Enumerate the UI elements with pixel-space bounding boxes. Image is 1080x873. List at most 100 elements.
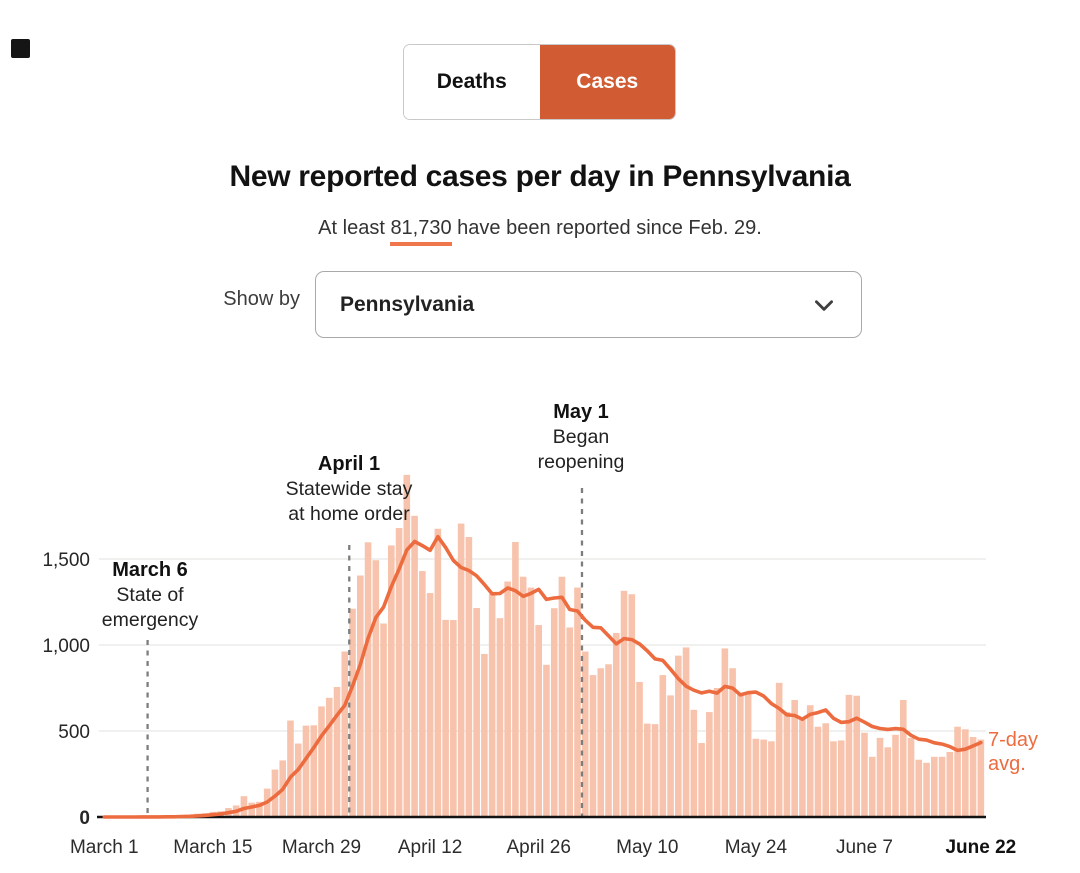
- daily-cases-bar: [822, 723, 829, 817]
- region-dropdown[interactable]: Pennsylvania: [315, 271, 862, 338]
- daily-cases-bar: [783, 712, 791, 817]
- x-axis-tick-label: March 15: [173, 837, 252, 858]
- region-dropdown-value: Pennsylvania: [340, 292, 475, 316]
- deaths-toggle-button[interactable]: Deaths: [404, 45, 540, 119]
- daily-cases-bar: [473, 608, 480, 817]
- daily-cases-bar: [488, 594, 496, 817]
- deaths-cases-toggle[interactable]: Deaths Cases: [403, 44, 676, 120]
- daily-cases-bar: [426, 593, 434, 817]
- daily-cases-bar: [682, 647, 690, 817]
- daily-cases-bar: [271, 769, 279, 817]
- daily-cases-bar: [713, 688, 721, 817]
- daily-cases-bar: [240, 796, 248, 817]
- daily-cases-bar: [333, 686, 341, 817]
- daily-cases-bar: [318, 706, 325, 817]
- daily-cases-bar: [527, 587, 535, 817]
- daily-cases-bar: [962, 729, 969, 817]
- daily-cases-bar: [589, 675, 597, 817]
- daily-cases-bar: [597, 668, 605, 817]
- daily-cases-bar: [969, 737, 977, 817]
- daily-cases-bar: [643, 723, 651, 817]
- daily-cases-bar: [411, 515, 418, 817]
- daily-cases-bar: [349, 608, 356, 817]
- x-axis-tick-label: April 26: [506, 837, 570, 858]
- x-axis-tick-label: May 24: [725, 837, 788, 858]
- x-axis-tick-label: March 29: [282, 837, 361, 858]
- daily-cases-bar: [543, 664, 550, 817]
- daily-cases-bar: [581, 651, 589, 817]
- daily-cases-bar: [248, 802, 255, 817]
- daily-cases-bar: [558, 576, 566, 817]
- chevron-down-icon[interactable]: [811, 292, 837, 318]
- daily-cases-bar: [341, 651, 349, 817]
- y-axis-tick-label: 500: [58, 722, 90, 743]
- page-title: New reported cases per day in Pennsylvan…: [229, 160, 851, 193]
- daily-cases-bar: [729, 668, 736, 817]
- daily-cases-bar: [356, 575, 364, 817]
- daily-cases-bar: [791, 700, 798, 817]
- daily-cases-bar: [938, 756, 946, 817]
- daily-cases-bar: [884, 747, 892, 817]
- x-axis-tick-label: June 7: [836, 837, 893, 858]
- daily-cases-bar: [675, 655, 682, 817]
- daily-cases-bar: [574, 587, 581, 817]
- x-axis-tick-label: May 10: [616, 837, 678, 858]
- daily-cases-bar: [465, 536, 473, 817]
- daily-cases-bar: [566, 627, 574, 817]
- y-axis-tick-label: 1,500: [42, 550, 90, 571]
- daily-cases-bar: [364, 542, 372, 817]
- daily-cases-bar: [799, 719, 806, 817]
- daily-cases-bar: [721, 648, 729, 817]
- daily-cases-bar: [659, 675, 667, 817]
- daily-cases-bar: [294, 743, 302, 817]
- daily-cases-bar: [302, 725, 310, 817]
- daily-cases-bar: [512, 541, 519, 817]
- daily-cases-bar: [628, 594, 636, 817]
- cases-chart: 0 500 1,000 1,500 March 1 March 15 March 29 Apr…: [0, 395, 1080, 873]
- daily-cases-bar: [954, 726, 961, 817]
- daily-cases-bar: [775, 682, 783, 817]
- daily-cases-bar: [760, 739, 767, 817]
- subtitle-suffix: have been reported since Feb. 29.: [451, 217, 762, 239]
- cases-toggle-button[interactable]: Cases: [539, 45, 675, 119]
- daily-cases-bar: [737, 694, 744, 817]
- page-subtitle: At least 81,730 have been reported since…: [0, 217, 1080, 246]
- daily-cases-bar: [868, 756, 876, 817]
- daily-cases-bar: [550, 608, 558, 817]
- daily-cases-bar: [931, 756, 938, 817]
- daily-cases-bar: [287, 720, 294, 817]
- daily-cases-bar: [442, 619, 449, 817]
- daily-cases-bar: [481, 653, 488, 817]
- daily-cases-bar: [892, 734, 899, 817]
- corner-mark: [11, 39, 30, 58]
- daily-cases-bar: [457, 523, 465, 817]
- daily-cases-bar: [450, 620, 457, 817]
- daily-cases-bar: [496, 618, 504, 817]
- daily-cases-bar: [380, 623, 387, 817]
- show-by-label: Show by: [223, 288, 300, 310]
- daily-cases-bar: [690, 709, 698, 817]
- daily-cases-bar: [388, 545, 395, 817]
- daily-cases-bar: [620, 590, 628, 817]
- daily-cases-bar: [845, 694, 853, 817]
- daily-cases-bar: [651, 724, 659, 817]
- daily-cases-bar: [806, 705, 814, 817]
- daily-cases-bar: [605, 664, 612, 817]
- daily-cases-bar: [325, 697, 333, 817]
- daily-cases-bar: [372, 560, 380, 817]
- total-cases-value: 81,730: [390, 217, 452, 246]
- daily-cases-bar: [706, 712, 713, 817]
- daily-cases-bar: [535, 625, 542, 817]
- daily-cases-bar: [907, 737, 915, 817]
- daily-cases-bar: [837, 740, 845, 817]
- daily-cases-bar: [612, 632, 620, 817]
- daily-cases-bar: [861, 732, 868, 817]
- daily-cases-bar: [977, 739, 985, 817]
- daily-cases-bar: [310, 725, 318, 817]
- daily-cases-bar: [667, 695, 674, 817]
- daily-cases-bar: [519, 576, 527, 817]
- cases-chart-svg: 0 500 1,000 1,500 March 1 March 15 March 29 Apr…: [42, 474, 1016, 858]
- subtitle-prefix: At least: [318, 217, 391, 239]
- daily-cases-bar: [256, 801, 263, 817]
- daily-cases-bar: [923, 762, 930, 817]
